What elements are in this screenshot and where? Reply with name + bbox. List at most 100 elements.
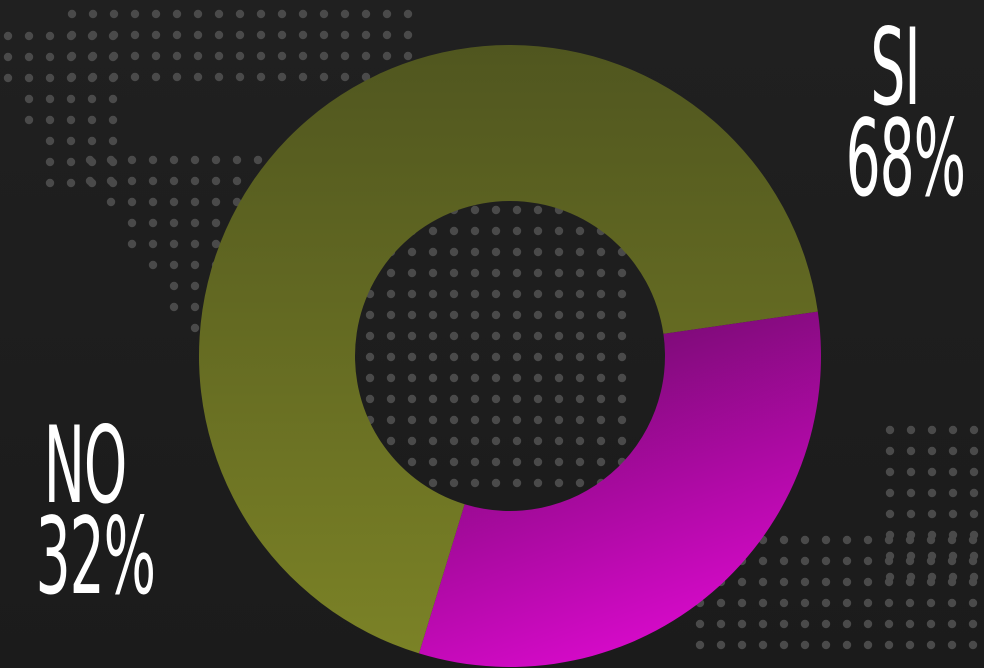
background-dot: [533, 478, 543, 488]
background-dot: [821, 556, 831, 566]
background-dot: [106, 176, 116, 186]
background-dot: [906, 572, 916, 582]
background-dot: [512, 352, 522, 362]
background-dot: [842, 556, 852, 566]
background-dot: [365, 331, 375, 341]
background-dot: [298, 9, 308, 19]
background-dot: [554, 310, 564, 320]
background-dot: [596, 331, 606, 341]
background-dot: [319, 9, 329, 19]
background-dot: [148, 239, 158, 249]
background-dot: [779, 556, 789, 566]
background-dot: [554, 226, 564, 236]
background-dot: [365, 310, 375, 320]
background-dot: [968, 640, 978, 650]
background-dot: [214, 30, 224, 40]
background-dot: [863, 535, 873, 545]
background-dot: [386, 352, 396, 362]
background-dot: [428, 415, 438, 425]
background-dot: [969, 425, 979, 435]
background-dot: [948, 446, 958, 456]
background-dot: [948, 509, 958, 519]
background-dot: [127, 155, 137, 165]
background-dot: [948, 572, 958, 582]
background-dot: [906, 509, 916, 519]
background-dot: [596, 373, 606, 383]
background-dot: [927, 446, 937, 456]
background-dot: [842, 640, 852, 650]
background-dot: [969, 530, 979, 540]
background-dot: [596, 268, 606, 278]
background-dot: [45, 157, 55, 167]
donut-slice-no: [419, 311, 822, 667]
background-dot: [491, 394, 501, 404]
background-dot: [449, 436, 459, 446]
background-dot: [575, 226, 585, 236]
background-dot: [906, 467, 916, 477]
background-dot: [905, 640, 915, 650]
background-dot: [407, 352, 417, 362]
background-dot: [968, 619, 978, 629]
background-dot: [554, 394, 564, 404]
background-dot: [758, 619, 768, 629]
label-si: SI 68%: [846, 14, 966, 211]
background-dot: [428, 457, 438, 467]
background-dot: [169, 155, 179, 165]
background-dot: [842, 598, 852, 608]
background-dot: [512, 226, 522, 236]
background-dot: [947, 598, 957, 608]
background-dot: [575, 331, 585, 341]
background-dot: [428, 478, 438, 488]
background-dot: [906, 551, 916, 561]
background-dot: [842, 619, 852, 629]
background-dot: [758, 640, 768, 650]
background-dot: [449, 247, 459, 257]
background-dot: [87, 52, 97, 62]
background-dot: [298, 51, 308, 61]
background-dot: [533, 415, 543, 425]
background-dot: [969, 509, 979, 519]
background-dot: [386, 394, 396, 404]
background-dot: [863, 640, 873, 650]
background-dot: [108, 115, 118, 125]
background-dot: [927, 467, 937, 477]
background-dot: [190, 281, 200, 291]
background-dot: [386, 331, 396, 341]
background-dot: [235, 51, 245, 61]
background-dot: [66, 136, 76, 146]
background-dot: [491, 478, 501, 488]
background-dot: [596, 436, 606, 446]
background-dot: [365, 373, 375, 383]
background-dot: [108, 52, 118, 62]
background-dot: [716, 598, 726, 608]
background-dot: [340, 9, 350, 19]
background-dot: [365, 352, 375, 362]
background-dot: [927, 509, 937, 519]
background-dot: [449, 352, 459, 362]
background-dot: [253, 155, 263, 165]
background-dot: [277, 30, 287, 40]
background-dot: [927, 551, 937, 561]
background-dot: [533, 310, 543, 320]
background-dot: [800, 556, 810, 566]
background-dot: [45, 178, 55, 188]
background-dot: [449, 415, 459, 425]
background-dot: [211, 239, 221, 249]
background-dot: [927, 530, 937, 540]
background-dot: [108, 73, 118, 83]
background-dot: [863, 598, 873, 608]
background-dot: [45, 115, 55, 125]
background-dot: [800, 598, 810, 608]
background-dot: [470, 289, 480, 299]
background-dot: [533, 373, 543, 383]
background-dot: [491, 457, 501, 467]
background-dot: [554, 436, 564, 446]
background-dot: [470, 478, 480, 488]
background-dot: [211, 197, 221, 207]
background-dot: [428, 373, 438, 383]
background-dot: [298, 72, 308, 82]
background-dot: [169, 218, 179, 228]
background-dot: [948, 551, 958, 561]
background-dot: [214, 51, 224, 61]
background-dot: [428, 352, 438, 362]
